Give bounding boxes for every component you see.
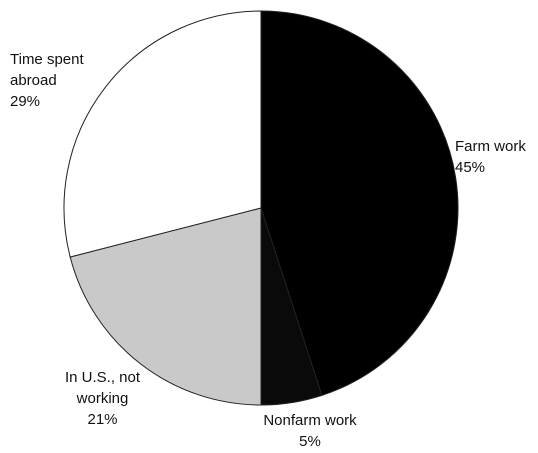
slice-name: Time spent abroad: [10, 51, 84, 89]
slice-label: Nonfarm work 5%: [250, 410, 370, 452]
slice-value: 45%: [455, 159, 486, 176]
slice-name: Nonfarm work: [263, 412, 357, 429]
pie-slice: [260, 10, 459, 396]
pie-slice: [69, 207, 262, 406]
slice-value: 29%: [10, 93, 41, 110]
slice-value: 21%: [87, 411, 118, 428]
slice-label: Farm work 45%: [455, 136, 538, 178]
slice-label: In U.S., not working 21%: [55, 367, 150, 430]
pie-slice: [63, 10, 262, 258]
slice-value: 5%: [299, 433, 321, 450]
slice-name: Farm work: [455, 138, 526, 155]
slice-label: Time spent abroad 29%: [10, 49, 100, 112]
slice-name: In U.S., not working: [64, 369, 141, 407]
